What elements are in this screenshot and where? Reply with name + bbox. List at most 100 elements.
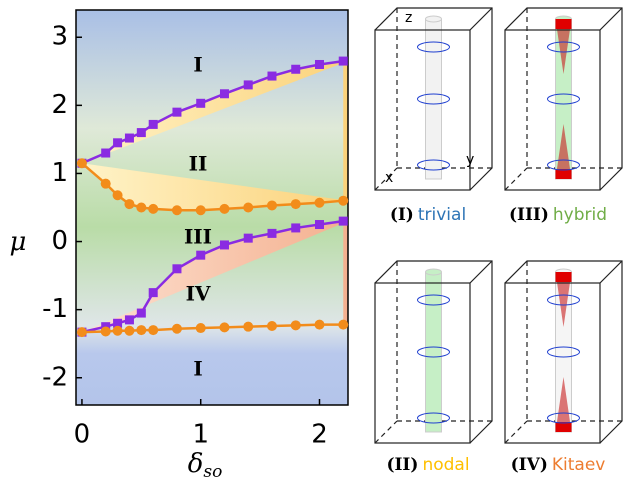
panel-name: Kitaev	[552, 455, 605, 475]
point	[148, 203, 159, 214]
current-loop	[417, 346, 450, 358]
current-loop	[417, 93, 450, 105]
point	[243, 80, 253, 90]
panel-caption: (III) hybrid	[509, 205, 607, 226]
region-label: III	[184, 225, 212, 249]
point	[196, 250, 206, 260]
wire	[425, 18, 442, 180]
point	[136, 202, 147, 213]
region-label: IV	[186, 282, 211, 306]
current-loop	[547, 93, 580, 105]
box-edge	[374, 420, 398, 444]
point	[219, 322, 230, 333]
point	[171, 205, 182, 216]
y-axis-label: μ	[10, 227, 27, 257]
point	[195, 323, 206, 334]
majorana-bottom	[555, 124, 572, 179]
point	[266, 321, 277, 331]
y-tick-label: -1	[42, 294, 68, 324]
point	[219, 203, 230, 214]
current-loop	[417, 412, 450, 424]
y-tick-label: 1	[51, 158, 68, 188]
point	[196, 98, 206, 108]
wire	[425, 271, 442, 433]
x-tick-label: 2	[311, 420, 328, 450]
point	[100, 178, 111, 189]
point	[124, 133, 134, 143]
point	[267, 71, 277, 81]
y-tick-label: 3	[51, 22, 68, 52]
y-tick-label: 0	[51, 226, 68, 256]
region-label: I	[193, 53, 202, 77]
axis-letter: z	[405, 10, 412, 26]
point	[148, 119, 158, 129]
current-loop	[547, 41, 580, 53]
wire-cap	[555, 422, 572, 432]
panel-name: nodal	[422, 455, 469, 475]
box-front	[374, 29, 471, 191]
wire-end	[425, 268, 442, 276]
point	[76, 327, 87, 338]
point	[290, 199, 301, 210]
point	[148, 325, 159, 336]
phase-region	[81, 61, 348, 211]
y-tick-label: -2	[42, 362, 68, 392]
point	[338, 319, 349, 330]
point	[112, 325, 123, 336]
panel-caption: (I) trivial	[390, 205, 466, 226]
panel-numeral: (II)	[386, 455, 418, 475]
panel-numeral: (IV)	[511, 455, 548, 475]
panel-numeral: (I)	[390, 205, 414, 225]
schematics: z y x (I) trivial (III) hybrid (II) nodal (IV) Kit…	[374, 7, 623, 476]
panel-name: trivial	[418, 205, 466, 225]
point	[338, 56, 348, 66]
majorana-bottom	[555, 377, 572, 432]
point	[113, 318, 123, 328]
current-loop	[417, 159, 450, 171]
wire-cap	[555, 169, 572, 179]
point	[112, 190, 123, 201]
x-tick-label: 0	[74, 420, 91, 450]
wire-end	[425, 15, 442, 23]
point	[314, 197, 325, 208]
point	[195, 205, 206, 216]
point	[243, 233, 253, 243]
point	[124, 199, 135, 210]
current-loop	[547, 346, 580, 358]
point	[124, 315, 134, 325]
box-edge	[504, 167, 528, 191]
point	[136, 128, 146, 138]
box-front	[504, 29, 601, 191]
point	[148, 288, 158, 298]
point	[291, 223, 301, 233]
x-axis-symbol: δ	[188, 449, 204, 479]
phase-region	[81, 221, 348, 333]
panel-caption: (II) nodal	[386, 455, 469, 476]
axis-letter: x	[385, 170, 393, 186]
wire-cap	[555, 19, 572, 29]
point	[136, 308, 146, 318]
y-tick-label: 2	[51, 90, 68, 120]
region-label: II	[189, 152, 208, 176]
point	[136, 325, 147, 336]
box-front	[374, 282, 471, 444]
panel-caption: (IV) Kitaev	[511, 455, 606, 476]
point	[338, 216, 348, 226]
point	[100, 326, 111, 337]
point	[76, 158, 87, 169]
plot-frame	[75, 9, 349, 406]
axis-letter: y	[466, 152, 474, 168]
point	[314, 59, 324, 69]
point	[113, 138, 123, 148]
panel-name: hybrid	[553, 205, 607, 225]
point	[314, 220, 324, 230]
point	[290, 320, 301, 331]
majorana-top	[555, 272, 572, 327]
point	[219, 240, 229, 250]
box-edge	[599, 260, 623, 284]
box-edge	[504, 420, 528, 444]
wire-cap	[555, 272, 572, 282]
point	[266, 200, 277, 211]
point	[314, 319, 325, 330]
